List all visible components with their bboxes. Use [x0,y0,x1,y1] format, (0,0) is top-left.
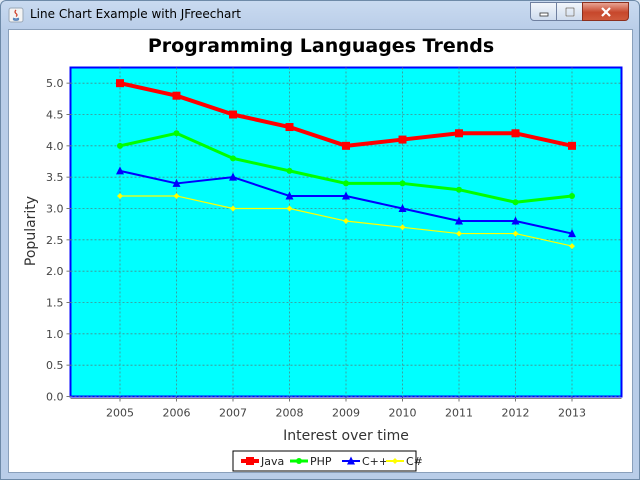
data-point [173,130,180,137]
minimize-button[interactable] [530,2,557,21]
data-point [117,142,123,149]
series-c- [117,192,575,250]
x-tick-label: 2009 [332,407,360,420]
title-bar[interactable]: Line Chart Example with JFreechart [1,1,639,29]
chart-panel: Programming Languages Trends 0.0 0.5 1.0 1.… [8,29,633,473]
data-point [512,199,519,206]
data-point [398,135,407,144]
data-point [286,167,293,174]
y-tick-label: 2.0 [46,265,64,278]
series-php [117,130,575,206]
y-tick-label: 4.0 [46,140,64,153]
data-point [230,205,236,212]
maximize-button[interactable] [556,2,583,21]
close-icon [600,6,611,17]
data-point [569,192,575,199]
legend-label: Java [260,455,284,468]
legend-label: C# [406,455,423,468]
maximize-icon [564,6,575,17]
window-title: Line Chart Example with JFreechart [30,7,241,21]
data-point [456,186,462,193]
data-point [455,216,463,225]
data-point [285,123,294,132]
legend-label: C++ [362,455,388,468]
data-point [569,243,575,250]
data-point [568,141,576,150]
data-point [342,141,350,150]
data-point [456,230,462,237]
legend-label: PHP [310,455,332,468]
x-tick-label: 2011 [445,407,473,420]
data-point [399,224,406,231]
data-point [116,166,124,175]
data-point [229,172,237,181]
x-tick-label: 2010 [389,407,417,420]
data-point [285,191,294,200]
data-point [230,155,236,162]
y-tick-label: 1.5 [46,297,64,310]
axes: 0.0 0.5 1.0 1.5 2.0 2.5 3.0 3.5 4.0 4.5 5.0 2005 200… [46,77,622,420]
y-tick-label: 0.0 [46,391,64,404]
close-button[interactable] [582,2,629,21]
legend-item: C# [386,455,423,468]
data-point [172,178,181,187]
y-tick-label: 4.5 [46,109,64,122]
data-point [229,110,237,119]
y-tick-label: 3.0 [46,203,64,216]
chart-title: Programming Languages Trends [148,35,494,57]
data-series [116,79,576,250]
data-point [568,229,576,238]
data-point [511,129,520,138]
x-tick-label: 2013 [558,407,586,420]
y-tick-label: 1.0 [46,328,64,341]
y-tick-label: 0.5 [46,359,64,372]
data-point [116,79,124,88]
data-point [512,230,519,237]
legend-swatch-marker [246,457,254,465]
y-tick-label: 2.5 [46,234,64,247]
data-point [343,218,349,225]
data-point [455,129,463,138]
data-point [511,216,520,225]
java-app-icon [8,7,24,23]
legend-item: Java [241,455,284,468]
legend-swatch-marker [347,456,355,465]
x-tick-label: 2007 [219,407,247,420]
legend-box [232,450,417,472]
legend-swatch-marker [392,458,398,464]
series-java [116,79,576,150]
data-point [173,192,180,199]
x-tick-label: 2006 [163,407,191,420]
y-axis-label: Popularity [23,196,39,266]
x-axis-label: Interest over time [283,428,409,444]
x-tick-label: 2005 [106,407,134,420]
data-point [286,205,293,212]
legend-swatch-marker [296,458,302,464]
data-point [342,191,350,200]
legend-item: C++ [342,455,388,468]
series-c- [116,166,576,238]
legend: Java PHP C++ C# [232,450,423,472]
y-tick-label: 3.5 [46,171,64,184]
legend-item: PHP [290,455,332,468]
data-point [172,91,181,100]
data-point [117,192,123,199]
x-tick-label: 2012 [502,407,530,420]
data-point [399,180,406,187]
data-point [398,204,407,212]
y-tick-label: 5.0 [46,77,64,90]
x-tick-label: 2008 [276,407,304,420]
line-chart: Programming Languages Trends 0.0 0.5 1.0 1.… [23,35,623,472]
data-point [343,180,349,187]
minimize-icon [539,12,548,16]
